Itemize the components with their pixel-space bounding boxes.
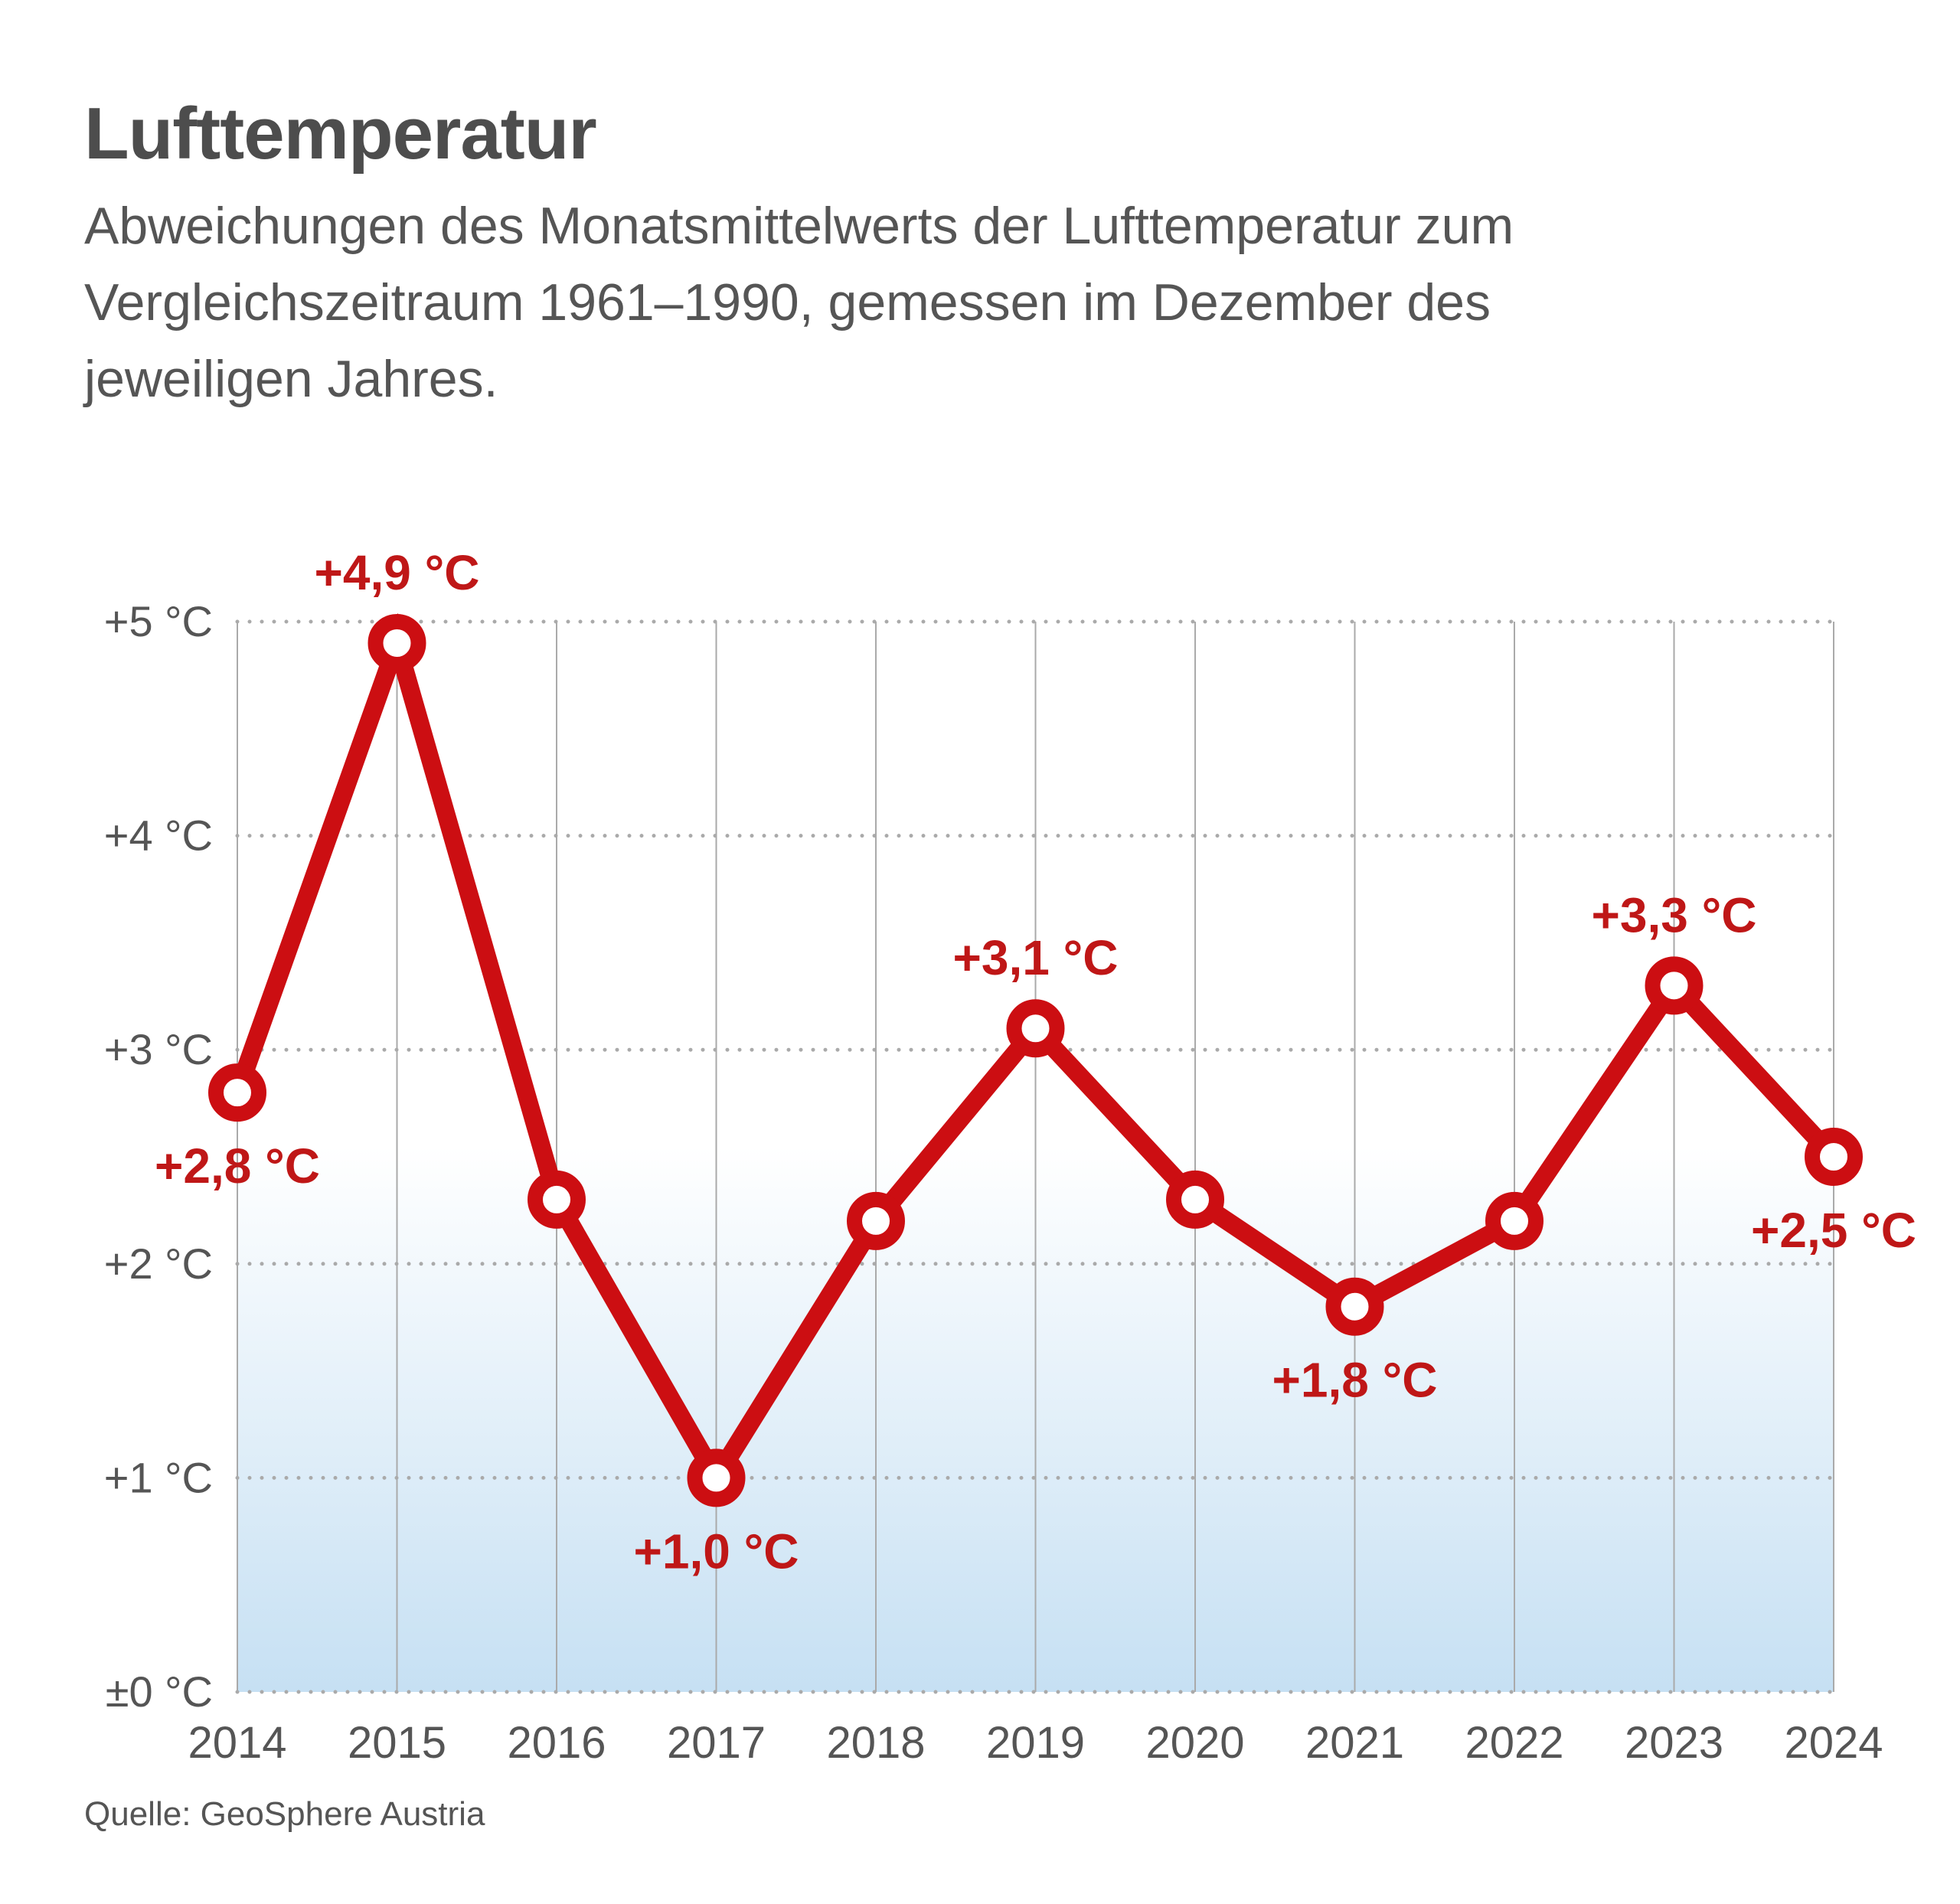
data-point <box>1006 999 1065 1058</box>
data-point <box>368 613 426 672</box>
data-point <box>847 1191 905 1250</box>
x-tick-label: 2015 <box>348 1718 446 1768</box>
x-axis-tick-labels: 2014 2015 2016 2017 2018 2019 2020 2021 2022 2023… <box>188 1718 1883 1768</box>
x-tick-label: 2018 <box>826 1718 925 1768</box>
x-tick-label: 2024 <box>1784 1718 1883 1768</box>
data-point <box>208 1063 266 1122</box>
y-tick-label: ±0 °C <box>106 1667 213 1716</box>
data-label: +3,1 °C <box>953 930 1119 985</box>
data-label: +1,8 °C <box>1272 1353 1438 1408</box>
source-note: Quelle: GeoSphere Austria <box>84 1795 485 1833</box>
y-axis-tick-labels: ±0 °C +1 °C +2 °C +3 °C +4 °C +5 °C <box>104 597 213 1716</box>
data-label: +2,5 °C <box>1751 1203 1916 1258</box>
y-tick-label: +1 °C <box>104 1453 213 1501</box>
x-tick-label: 2017 <box>667 1718 766 1768</box>
x-tick-label: 2021 <box>1305 1718 1404 1768</box>
x-tick-label: 2022 <box>1465 1718 1563 1768</box>
x-tick-label: 2019 <box>986 1718 1085 1768</box>
y-tick-label: +2 °C <box>104 1239 213 1288</box>
vertical-gridlines <box>237 622 1834 1692</box>
data-label: +2,8 °C <box>155 1138 320 1194</box>
data-point <box>1485 1191 1544 1250</box>
data-label: +1,0 °C <box>634 1524 799 1579</box>
y-tick-label: +3 °C <box>104 1025 213 1073</box>
data-point <box>1645 956 1704 1015</box>
data-label: +3,3 °C <box>1592 887 1757 942</box>
x-tick-label: 2014 <box>188 1718 286 1768</box>
data-point <box>687 1448 746 1507</box>
data-point <box>1325 1277 1384 1336</box>
series-points-group <box>208 613 1863 1507</box>
y-tick-label: +5 °C <box>104 597 213 645</box>
data-labels-group: +2,8 °C +4,9 °C +1,0 °C +3,1 °C +1,8 °C +3,3 … <box>155 545 1916 1579</box>
x-tick-label: 2023 <box>1625 1718 1723 1768</box>
data-point <box>1805 1128 1863 1186</box>
y-tick-label: +4 °C <box>104 812 213 860</box>
x-tick-label: 2020 <box>1145 1718 1244 1768</box>
chart-subtitle: Abweichungen des Monatsmittelwerts der L… <box>84 197 1514 408</box>
data-point <box>1166 1170 1224 1229</box>
data-point <box>528 1170 586 1229</box>
x-tick-label: 2016 <box>507 1718 606 1768</box>
data-label: +4,9 °C <box>315 545 480 600</box>
chart-title: Lufttemperatur <box>84 93 597 175</box>
